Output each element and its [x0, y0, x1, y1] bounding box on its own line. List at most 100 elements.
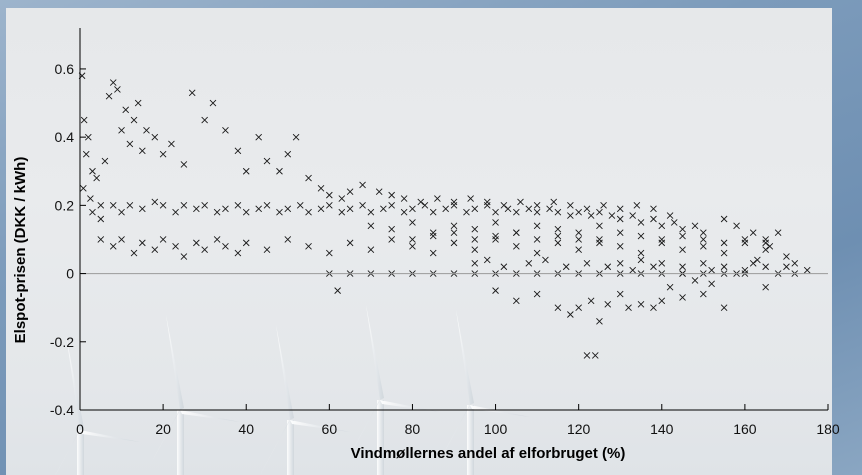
- data-point: [118, 127, 125, 134]
- data-point: [305, 174, 312, 182]
- data-point: [380, 205, 387, 213]
- data-point: [388, 236, 395, 243]
- data-point: [305, 242, 312, 250]
- data-point: [629, 266, 637, 274]
- data-point: [421, 202, 429, 209]
- data-point: [114, 86, 121, 93]
- data-point: [575, 208, 582, 216]
- data-point: [213, 236, 221, 243]
- data-point: [222, 242, 229, 250]
- data-point: [658, 222, 666, 230]
- data-point: [326, 191, 333, 199]
- data-point: [567, 311, 574, 318]
- data-point: [803, 266, 811, 274]
- data-point: [450, 222, 458, 230]
- data-point: [375, 188, 383, 196]
- data-point: [263, 202, 271, 209]
- data-point: [741, 239, 749, 247]
- data-point: [762, 239, 769, 247]
- data-point: [554, 208, 562, 216]
- data-point: [201, 202, 208, 209]
- data-point: [97, 215, 105, 223]
- data-point: [483, 198, 491, 206]
- data-point: [388, 225, 395, 233]
- data-point: [326, 202, 333, 209]
- x-tick-label: 40: [238, 421, 254, 437]
- data-point: [409, 219, 416, 226]
- y-tick-label: 0.4: [55, 129, 75, 145]
- data-point: [554, 239, 562, 247]
- data-point: [159, 150, 167, 158]
- data-point: [596, 222, 603, 230]
- data-point: [567, 202, 574, 209]
- data-point: [284, 236, 292, 243]
- data-point: [209, 99, 217, 107]
- data-point: [84, 133, 92, 141]
- data-point: [151, 198, 159, 206]
- data-point: [213, 208, 221, 216]
- data-point: [637, 232, 645, 240]
- data-point: [168, 140, 175, 148]
- data-point: [492, 287, 499, 294]
- data-point: [596, 318, 603, 325]
- data-point: [500, 263, 508, 271]
- data-point: [587, 212, 595, 219]
- data-point: [733, 222, 740, 230]
- data-point: [637, 256, 645, 264]
- data-point: [467, 195, 474, 202]
- data-point: [550, 198, 558, 206]
- data-point: [762, 236, 769, 243]
- data-point: [637, 249, 645, 257]
- data-point: [492, 236, 499, 243]
- data-point: [650, 215, 657, 223]
- data-point: [575, 246, 582, 254]
- y-tick-label: 0.2: [55, 197, 75, 213]
- x-tick-label: 140: [650, 421, 674, 437]
- data-point: [633, 202, 641, 209]
- data-point: [554, 232, 562, 240]
- data-point: [122, 106, 130, 114]
- data-point: [679, 225, 686, 233]
- data-point: [450, 202, 458, 209]
- data-point: [666, 283, 674, 291]
- data-point: [616, 205, 624, 213]
- data-point: [434, 195, 441, 202]
- data-point: [517, 198, 524, 206]
- data-point: [242, 239, 250, 247]
- data-point: [492, 219, 499, 226]
- data-point: [583, 205, 591, 213]
- data-point: [409, 205, 416, 213]
- data-point: [400, 208, 408, 216]
- data-point: [749, 260, 757, 267]
- data-point: [604, 263, 612, 271]
- data-point: [608, 212, 616, 219]
- data-point: [720, 215, 728, 223]
- data-point: [596, 208, 603, 216]
- data-point: [139, 147, 146, 155]
- data-point: [679, 232, 686, 240]
- data-point: [554, 304, 562, 311]
- data-point: [700, 290, 707, 298]
- data-point: [89, 208, 96, 216]
- data-point: [700, 236, 707, 243]
- turbine-icon: [440, 310, 530, 475]
- data-point: [429, 232, 437, 240]
- data-point: [591, 352, 599, 359]
- data-point: [483, 202, 491, 209]
- data-point: [429, 249, 437, 257]
- data-point: [483, 256, 491, 264]
- x-tick-label: 0: [76, 421, 84, 437]
- data-point: [513, 208, 520, 216]
- data-point: [720, 304, 728, 311]
- data-point: [691, 222, 699, 230]
- data-point: [533, 249, 541, 257]
- data-point: [679, 263, 686, 271]
- data-point: [629, 212, 637, 219]
- data-point: [525, 260, 533, 267]
- data-point: [700, 242, 707, 250]
- data-point: [575, 236, 582, 243]
- data-point: [720, 249, 728, 257]
- turbine-icon: [260, 325, 350, 475]
- wind-turbines-background: [55, 305, 530, 475]
- data-point: [97, 236, 105, 243]
